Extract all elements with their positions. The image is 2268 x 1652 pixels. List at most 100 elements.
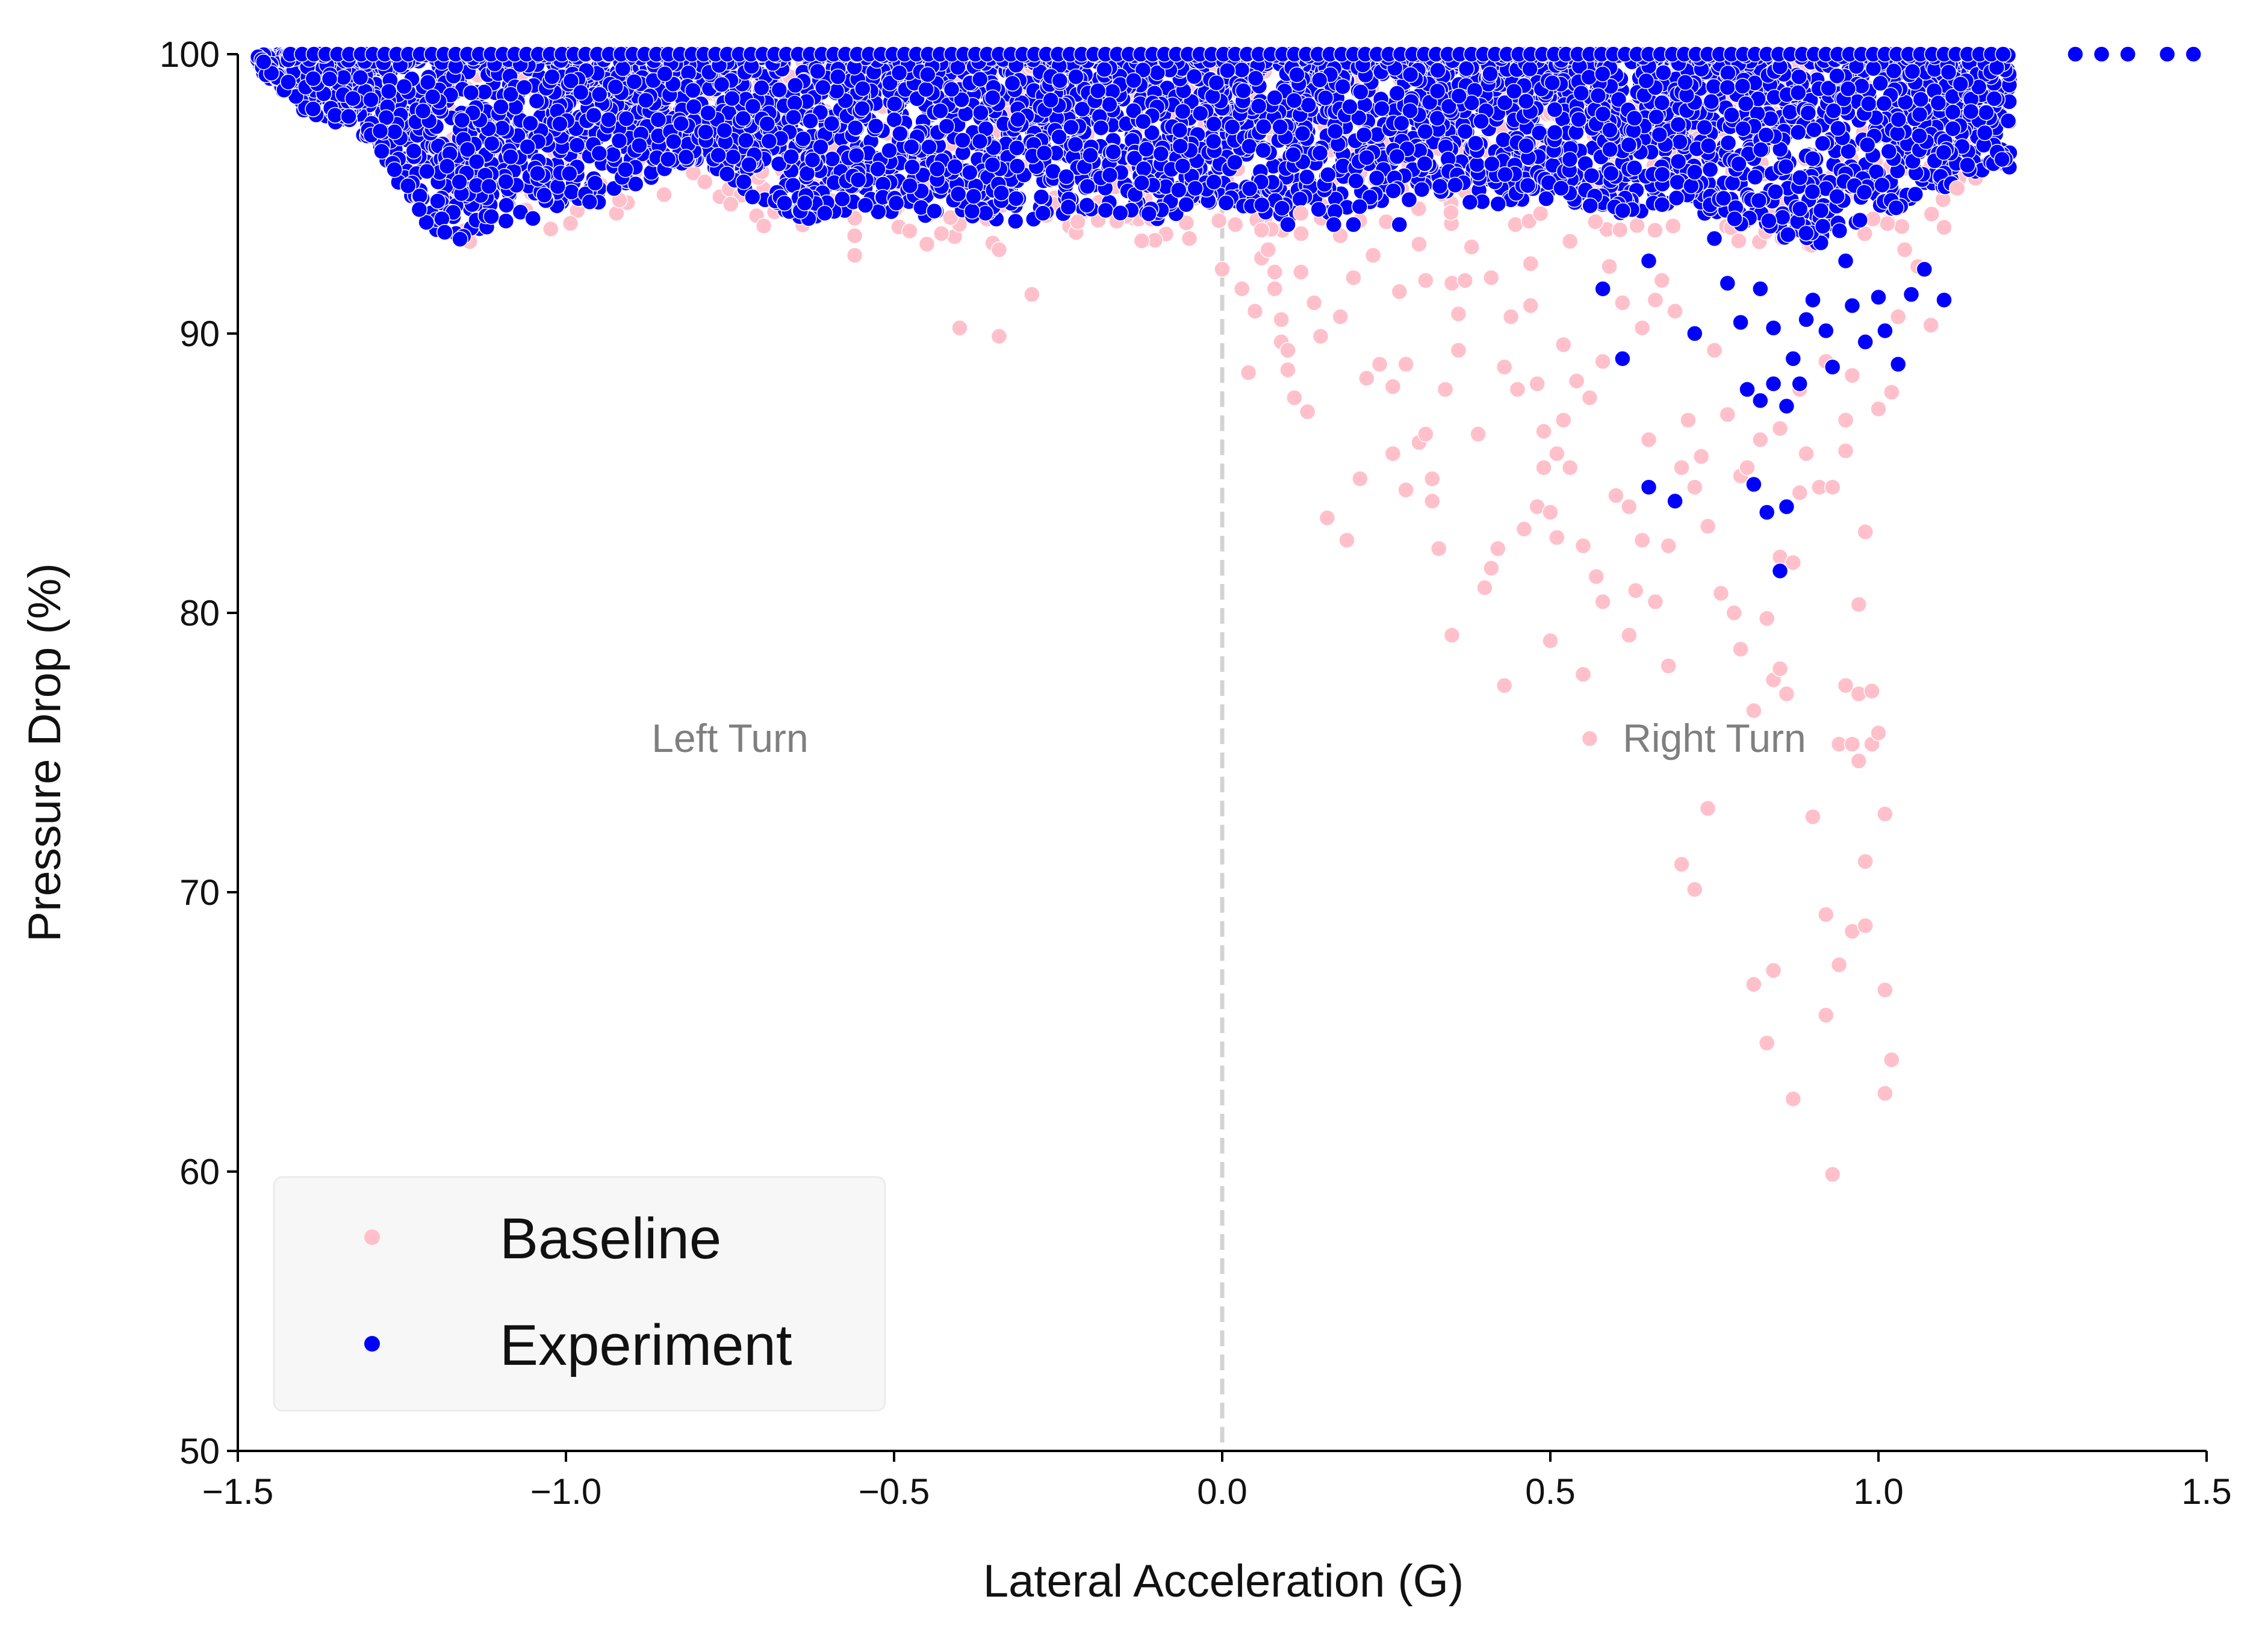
baseline-point xyxy=(1358,370,1375,387)
baseline-point xyxy=(1253,222,1270,239)
baseline-point xyxy=(1581,730,1598,747)
baseline-point xyxy=(1824,1166,1841,1183)
x-tick-label: −1.0 xyxy=(530,1471,601,1512)
baseline-point xyxy=(1785,1090,1802,1108)
experiment-point xyxy=(1686,325,1703,342)
baseline-point xyxy=(1470,426,1487,442)
legend-box xyxy=(273,1176,886,1412)
baseline-point xyxy=(1555,412,1572,429)
experiment-point xyxy=(2093,46,2110,63)
baseline-point xyxy=(1542,504,1559,521)
legend-marker-baseline xyxy=(364,1229,380,1245)
experiment-point xyxy=(1778,498,1795,515)
experiment-point xyxy=(1345,216,1362,233)
y-tick-label: 80 xyxy=(179,593,220,633)
baseline-point xyxy=(1299,403,1316,420)
experiment-point xyxy=(1719,275,1736,292)
experiment-point xyxy=(1391,216,1408,233)
baseline-point xyxy=(1673,856,1690,873)
experiment-point xyxy=(1739,381,1756,398)
baseline-point xyxy=(1574,666,1592,683)
baseline-point xyxy=(1397,482,1414,498)
baseline-point xyxy=(1680,412,1697,429)
baseline-point xyxy=(1877,1085,1894,1102)
baseline-point xyxy=(1246,303,1264,320)
baseline-point xyxy=(1771,420,1789,437)
experiment-point xyxy=(1771,562,1789,580)
baseline-point xyxy=(1633,532,1651,549)
baseline-point xyxy=(1791,484,1808,502)
baseline-point xyxy=(1857,523,1874,541)
baseline-point xyxy=(1758,610,1776,627)
baseline-point xyxy=(1549,529,1565,546)
baseline-point xyxy=(1706,342,1723,359)
experiment-point xyxy=(1752,281,1769,297)
baseline-point xyxy=(1483,269,1500,286)
x-tick-label: −0.5 xyxy=(859,1471,930,1512)
experiment-point xyxy=(1765,375,1782,393)
y-tick-label: 100 xyxy=(160,34,220,75)
experiment-point xyxy=(1279,216,1296,233)
baseline-point xyxy=(1745,702,1762,719)
experiment-point xyxy=(1785,350,1802,367)
legend-label-baseline: Baseline xyxy=(500,1206,721,1271)
baseline-point xyxy=(1411,235,1428,253)
experiment-point xyxy=(2185,46,2202,63)
baseline-point xyxy=(1384,445,1402,462)
baseline-point xyxy=(1266,264,1283,281)
experiment-point xyxy=(1325,216,1343,233)
baseline-point xyxy=(1305,294,1323,311)
y-axis-ticks: 50 60 70 80 90 100 xyxy=(160,34,238,1471)
x-axis-label: Lateral Acceleration (G) xyxy=(983,1556,1464,1607)
baseline-point xyxy=(1293,205,1310,222)
baseline-point xyxy=(1332,308,1349,325)
experiment-point xyxy=(1667,492,1683,510)
baseline-point xyxy=(1844,736,1861,753)
baseline-point xyxy=(1424,470,1441,488)
baseline-point xyxy=(1371,356,1388,373)
baseline-point xyxy=(1837,412,1854,429)
baseline-point xyxy=(1581,389,1598,406)
baseline-point xyxy=(1594,593,1611,610)
baseline-point xyxy=(1214,261,1231,278)
baseline-point xyxy=(1922,317,1939,334)
baseline-point xyxy=(1535,459,1552,476)
baseline-point xyxy=(1561,459,1579,476)
baseline-point xyxy=(1443,627,1461,644)
baseline-point xyxy=(1818,906,1835,923)
baseline-point xyxy=(1758,1034,1776,1052)
baseline-point xyxy=(1686,479,1703,495)
baseline-point xyxy=(1601,258,1618,275)
baseline-point xyxy=(1515,521,1533,538)
baseline-point xyxy=(1522,297,1539,314)
experiment-point xyxy=(1732,314,1749,331)
baseline-point xyxy=(1660,537,1677,554)
baseline-point xyxy=(1739,459,1756,476)
baseline-point xyxy=(1752,431,1769,449)
baseline-point xyxy=(1673,459,1690,476)
baseline-point xyxy=(1653,272,1671,289)
baseline-point xyxy=(1857,853,1874,870)
baseline-point xyxy=(1273,311,1290,328)
baseline-point xyxy=(1686,881,1703,898)
baseline-point xyxy=(1692,448,1710,465)
baseline-point xyxy=(1463,238,1480,255)
baseline-point xyxy=(1312,328,1329,345)
baseline-point xyxy=(1719,406,1736,423)
data-points xyxy=(846,46,2202,1183)
baseline-point xyxy=(1667,303,1683,320)
baseline-point xyxy=(1608,487,1624,504)
experiment-point xyxy=(1916,261,1933,278)
baseline-point xyxy=(1496,358,1513,376)
experiment-point xyxy=(1745,476,1762,493)
baseline-point xyxy=(1712,585,1730,602)
baseline-point xyxy=(1345,269,1362,286)
experiment-point xyxy=(1778,397,1795,415)
baseline-point xyxy=(1574,537,1592,554)
baseline-point xyxy=(1286,389,1303,406)
baseline-point xyxy=(1535,423,1552,440)
baseline-point xyxy=(1417,426,1434,442)
baseline-point xyxy=(1850,596,1868,613)
baseline-point xyxy=(918,235,936,253)
